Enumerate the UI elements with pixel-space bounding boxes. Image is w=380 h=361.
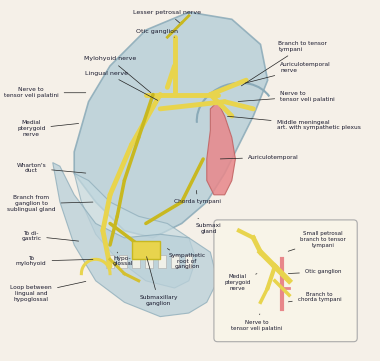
Text: Medial
pterygoid
nerve: Medial pterygoid nerve <box>17 120 79 137</box>
Text: Wharton's
duct: Wharton's duct <box>16 162 86 173</box>
Text: Chorda tympani: Chorda tympani <box>174 190 221 204</box>
Polygon shape <box>74 12 268 238</box>
Text: Submaxi
gland: Submaxi gland <box>196 218 222 234</box>
Text: Nerve to
tensor veli palatini: Nerve to tensor veli palatini <box>238 91 335 102</box>
Text: Submaxillary
ganglion: Submaxillary ganglion <box>139 257 178 306</box>
Text: Otic ganglion: Otic ganglion <box>288 269 342 274</box>
Polygon shape <box>74 173 196 288</box>
Bar <box>119 255 127 268</box>
Text: Otic ganglion: Otic ganglion <box>136 29 177 37</box>
Bar <box>106 255 114 268</box>
Text: Mylohyoid nerve: Mylohyoid nerve <box>84 56 151 93</box>
FancyBboxPatch shape <box>214 220 357 342</box>
Text: Nerve to
tensor veli palatini: Nerve to tensor veli palatini <box>231 314 283 331</box>
Text: Lesser petrosal nerve: Lesser petrosal nerve <box>133 10 201 23</box>
Text: Middle meningeal
art. with sympathetic plexus: Middle meningeal art. with sympathetic p… <box>228 116 361 130</box>
Text: To di-
gastric: To di- gastric <box>21 231 79 242</box>
Text: Nerve to
tensor veli palatini: Nerve to tensor veli palatini <box>4 87 86 98</box>
Bar <box>131 242 160 259</box>
Bar <box>132 255 140 268</box>
Text: Auriculotemporal: Auriculotemporal <box>220 155 299 160</box>
Text: Auriculotemporal
nerve: Auriculotemporal nerve <box>245 62 331 83</box>
Bar <box>158 255 166 268</box>
Text: Branch to tensor
tympani: Branch to tensor tympani <box>241 41 327 86</box>
Bar <box>171 255 179 268</box>
Polygon shape <box>207 102 236 195</box>
Text: Small petrosal
branch to tensor
tympani: Small petrosal branch to tensor tympani <box>288 231 346 251</box>
Bar <box>145 255 153 268</box>
Text: Lingual nerve: Lingual nerve <box>85 70 158 100</box>
Text: To
mylohyoid: To mylohyoid <box>16 256 93 266</box>
Bar <box>185 255 192 268</box>
Polygon shape <box>53 162 217 317</box>
Text: Loop between
lingual and
hypoglossal: Loop between lingual and hypoglossal <box>10 281 86 302</box>
Text: Hypo-
glossal: Hypo- glossal <box>112 252 133 266</box>
Text: Sympathetic
root of
ganglion: Sympathetic root of ganglion <box>167 249 206 269</box>
Text: Medial
pterygoid
nerve: Medial pterygoid nerve <box>224 274 257 291</box>
Text: Branch from
ganglion to
sublingual gland: Branch from ganglion to sublingual gland <box>7 196 93 212</box>
Text: Branch to
chorda tympani: Branch to chorda tympani <box>288 292 341 302</box>
